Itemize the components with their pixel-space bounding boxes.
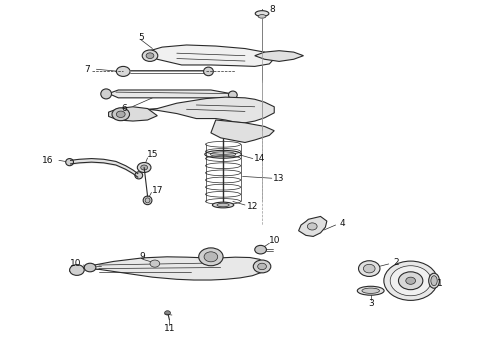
Polygon shape (147, 97, 274, 123)
Ellipse shape (135, 172, 143, 179)
Text: 10: 10 (70, 260, 81, 269)
Ellipse shape (357, 286, 384, 295)
Text: 6: 6 (122, 104, 127, 113)
Polygon shape (298, 216, 327, 237)
Text: 14: 14 (254, 154, 265, 163)
Polygon shape (109, 90, 233, 98)
Text: 5: 5 (138, 33, 144, 42)
Circle shape (70, 265, 84, 275)
Ellipse shape (431, 276, 437, 286)
Circle shape (384, 261, 438, 300)
Text: 13: 13 (273, 174, 285, 183)
Circle shape (255, 246, 267, 254)
Circle shape (359, 261, 380, 276)
Text: 11: 11 (164, 324, 175, 333)
Circle shape (307, 223, 317, 230)
Ellipse shape (143, 196, 152, 204)
Ellipse shape (255, 11, 269, 17)
Text: 17: 17 (151, 186, 163, 195)
Circle shape (406, 277, 416, 284)
Ellipse shape (101, 89, 112, 99)
Ellipse shape (66, 158, 74, 166)
Circle shape (116, 66, 130, 76)
Ellipse shape (145, 198, 150, 203)
Ellipse shape (203, 67, 213, 76)
Circle shape (165, 311, 171, 315)
Circle shape (398, 272, 423, 290)
Ellipse shape (429, 273, 440, 288)
Circle shape (204, 252, 218, 262)
Text: 2: 2 (393, 258, 399, 267)
Polygon shape (147, 45, 274, 66)
Text: 10: 10 (269, 236, 280, 245)
Circle shape (258, 263, 267, 270)
Circle shape (112, 108, 129, 121)
Polygon shape (211, 120, 274, 143)
Text: 1: 1 (437, 279, 443, 288)
Text: 4: 4 (340, 219, 345, 228)
Circle shape (141, 165, 147, 170)
Circle shape (199, 248, 223, 266)
Polygon shape (70, 257, 267, 280)
Circle shape (84, 263, 96, 272)
Circle shape (146, 53, 154, 59)
Text: 12: 12 (246, 202, 258, 211)
Circle shape (137, 162, 151, 172)
Ellipse shape (210, 152, 236, 157)
Polygon shape (255, 51, 303, 62)
Polygon shape (109, 107, 157, 121)
Ellipse shape (258, 15, 266, 18)
Circle shape (116, 111, 125, 117)
Circle shape (364, 264, 375, 273)
Ellipse shape (205, 150, 242, 158)
Ellipse shape (228, 91, 237, 99)
Circle shape (150, 260, 160, 267)
Ellipse shape (212, 202, 234, 208)
Text: 8: 8 (269, 5, 275, 14)
Ellipse shape (217, 203, 229, 207)
Circle shape (253, 260, 271, 273)
Text: 3: 3 (368, 299, 373, 308)
Text: 7: 7 (84, 65, 90, 74)
Ellipse shape (362, 288, 379, 293)
Text: 16: 16 (42, 156, 53, 165)
Text: 15: 15 (147, 150, 158, 159)
Circle shape (142, 50, 158, 62)
Circle shape (390, 266, 431, 296)
Text: 9: 9 (140, 252, 146, 261)
